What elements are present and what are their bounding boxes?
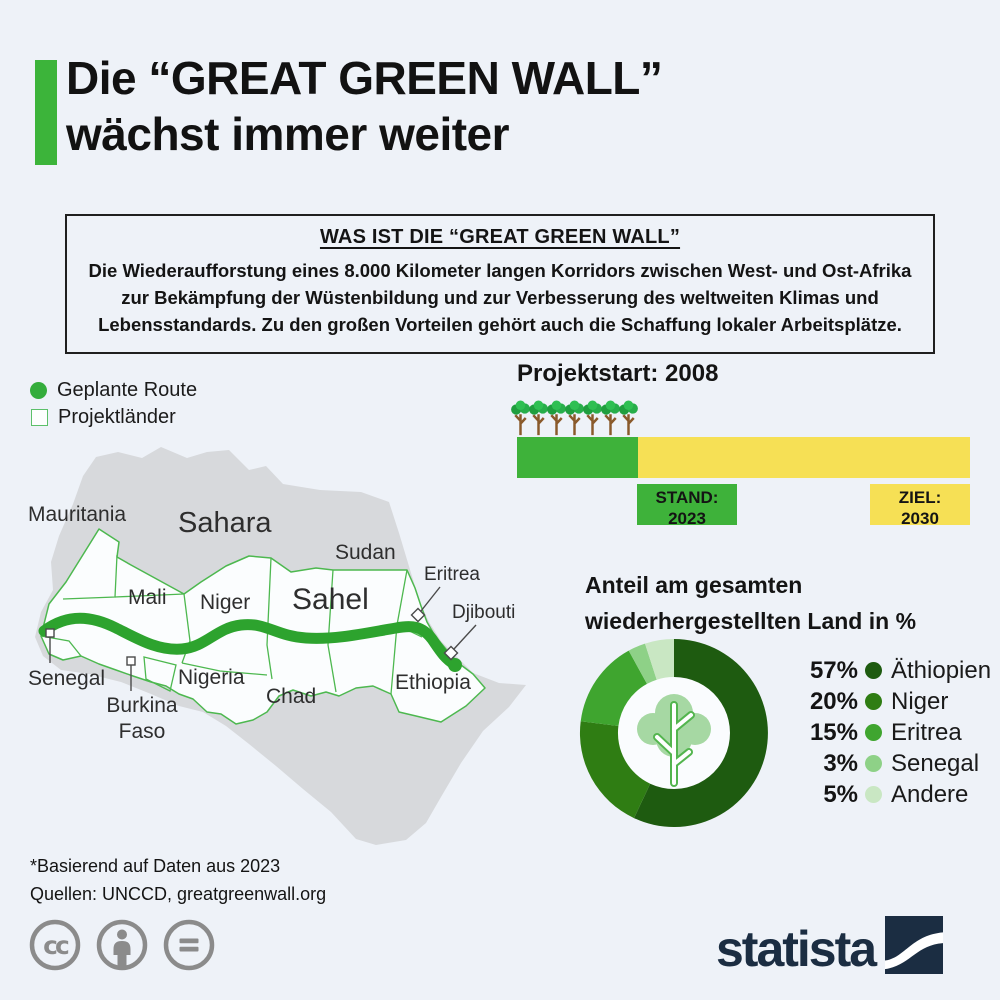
progress-bar-remaining — [638, 437, 970, 478]
africa-map: Mauritania Sahara Sudan Mali Niger Sahel… — [20, 445, 560, 860]
donut-segment-andere — [645, 639, 674, 680]
map-label-nigeria: Nigeria — [178, 666, 245, 689]
stand-year: 2023 — [668, 509, 706, 529]
about-box-line2: zur Bekämpfung der Wüstenbildung und zur… — [121, 286, 879, 308]
page-title-line1: Die “GREAT GREEN WALL” — [66, 52, 663, 104]
map-label-sudan: Sudan — [335, 541, 396, 564]
svg-text:cc: cc — [43, 931, 69, 960]
map-label-burkina: Burkina Faso — [106, 694, 178, 744]
africa-map-graphic — [35, 447, 526, 845]
tree-center-icon — [637, 694, 711, 787]
equal-icon — [163, 919, 215, 971]
trees-illustration — [511, 399, 638, 437]
donut-legend-dot-icon — [865, 693, 882, 710]
ziel-label: ZIEL: — [898, 488, 942, 507]
tree-icon — [511, 400, 530, 436]
legend-route-row: Geplante Route — [30, 378, 197, 402]
donut-legend-pct: 20% — [809, 687, 858, 715]
djibouti-marker — [443, 645, 459, 661]
donut-legend-pct: 57% — [809, 656, 858, 684]
senegal-marker — [45, 628, 55, 638]
donut-legend-dot-icon — [865, 662, 882, 679]
donut-segment-aethiopien — [634, 639, 768, 827]
donut-legend-label: Niger — [891, 687, 949, 715]
about-box: WAS IST DIE “GREAT GREEN WALL” Die Wiede… — [65, 214, 935, 355]
map-label-senegal: Senegal — [28, 667, 106, 690]
license-icons: cc — [28, 918, 216, 972]
donut-legend-label: Äthiopien — [891, 656, 992, 684]
map-label-djibouti: Djibouti — [452, 602, 516, 623]
cc-icon: cc — [29, 919, 81, 971]
map-legend: Geplante Route Projektländer — [30, 378, 197, 432]
donut-legend-row: 20% Niger — [788, 686, 991, 717]
attribution-icon — [96, 919, 148, 971]
donut-legend-label: Eritrea — [891, 718, 962, 746]
donut-legend-dot-icon — [865, 755, 882, 772]
donut-segment-eritrea — [580, 650, 647, 726]
map-label-sahel: Sahel — [292, 583, 369, 616]
donut-legend-row: 5% Andere — [788, 779, 991, 810]
burkina-marker — [126, 656, 136, 666]
donut-heading-line1: Anteil am gesamten — [585, 572, 803, 598]
map-label-sahara: Sahara — [178, 507, 272, 539]
map-label-mauritania: Mauritania — [28, 503, 127, 526]
donut-legend-row: 15% Eritrea — [788, 717, 991, 748]
donut-heading: Anteil am gesamten wiederhergestellten L… — [585, 568, 916, 639]
statista-wordmark: statista — [716, 921, 877, 977]
route-end-dot — [448, 658, 462, 672]
eritrea-marker — [410, 607, 426, 623]
tree-icon — [547, 400, 566, 436]
ziel-year: 2030 — [901, 509, 939, 529]
route-line — [38, 612, 460, 670]
statista-logo: statista — [716, 916, 944, 977]
map-label-ethiopia: Ethiopia — [395, 671, 471, 694]
ziel-label-box: ZIEL: 2030 — [870, 484, 970, 528]
donut-segment-niger — [579, 721, 651, 819]
donut-chart — [579, 639, 768, 827]
donut-legend-label: Andere — [891, 780, 969, 808]
stand-label: STAND: — [655, 488, 719, 507]
donut-legend-row: 57% Äthiopien — [788, 655, 991, 686]
legend-countries-label: Projektländer — [58, 405, 176, 428]
donut-legend-label: Senegal — [891, 749, 980, 777]
map-label-eritrea: Eritrea — [424, 564, 480, 585]
donut-legend-dot-icon — [865, 786, 882, 803]
legend-countries-row: Projektländer — [30, 405, 197, 429]
route-dot-icon — [30, 381, 47, 399]
donut-legend-dot-icon — [865, 724, 882, 741]
country-square-icon — [31, 408, 48, 426]
donut-legend-pct: 15% — [809, 718, 858, 746]
map-label-niger: Niger — [200, 591, 251, 614]
tree-icon — [601, 400, 620, 436]
donut-heading-line2: wiederhergestellten Land in % — [585, 607, 917, 634]
tree-icon — [565, 400, 584, 436]
about-box-heading: WAS IST DIE “GREAT GREEN WALL” — [319, 226, 681, 248]
title-accent-bar — [35, 60, 57, 165]
sources: Quellen: UNCCD, greatgreenwall.org — [30, 884, 327, 904]
progress-bar-done — [517, 437, 638, 478]
page-title-line2: wächst immer weiter — [66, 108, 510, 161]
timeline-heading: Projektstart: 2008 — [517, 360, 719, 387]
donut-legend: 57% Äthiopien 20% Niger 15% Eritrea 3% S… — [788, 655, 991, 810]
legend-route-label: Geplante Route — [57, 378, 198, 401]
donut-legend-pct: 3% — [823, 749, 858, 777]
footnote: *Basierend auf Daten aus 2023 — [30, 856, 281, 876]
map-label-chad: Chad — [266, 685, 317, 708]
stand-label-box: STAND: 2023 — [637, 484, 737, 528]
tree-icon — [583, 400, 602, 436]
tree-icon — [619, 400, 638, 436]
statista-logo-icon — [885, 916, 944, 974]
about-box-line1: Die Wiederaufforstung eines 8.000 Kilome… — [88, 260, 912, 281]
page-title: Die “GREAT GREEN WALL” wächst immer weit… — [66, 50, 663, 162]
tree-icon — [529, 400, 548, 436]
about-box-line3: Lebensstandards. Zu den großen Vorteilen… — [98, 313, 902, 335]
donut-legend-pct: 5% — [823, 780, 858, 808]
donut-segment-senegal — [628, 643, 657, 684]
map-label-mali: Mali — [128, 586, 167, 609]
map-markers — [45, 586, 477, 691]
donut-legend-row: 3% Senegal — [788, 748, 991, 779]
